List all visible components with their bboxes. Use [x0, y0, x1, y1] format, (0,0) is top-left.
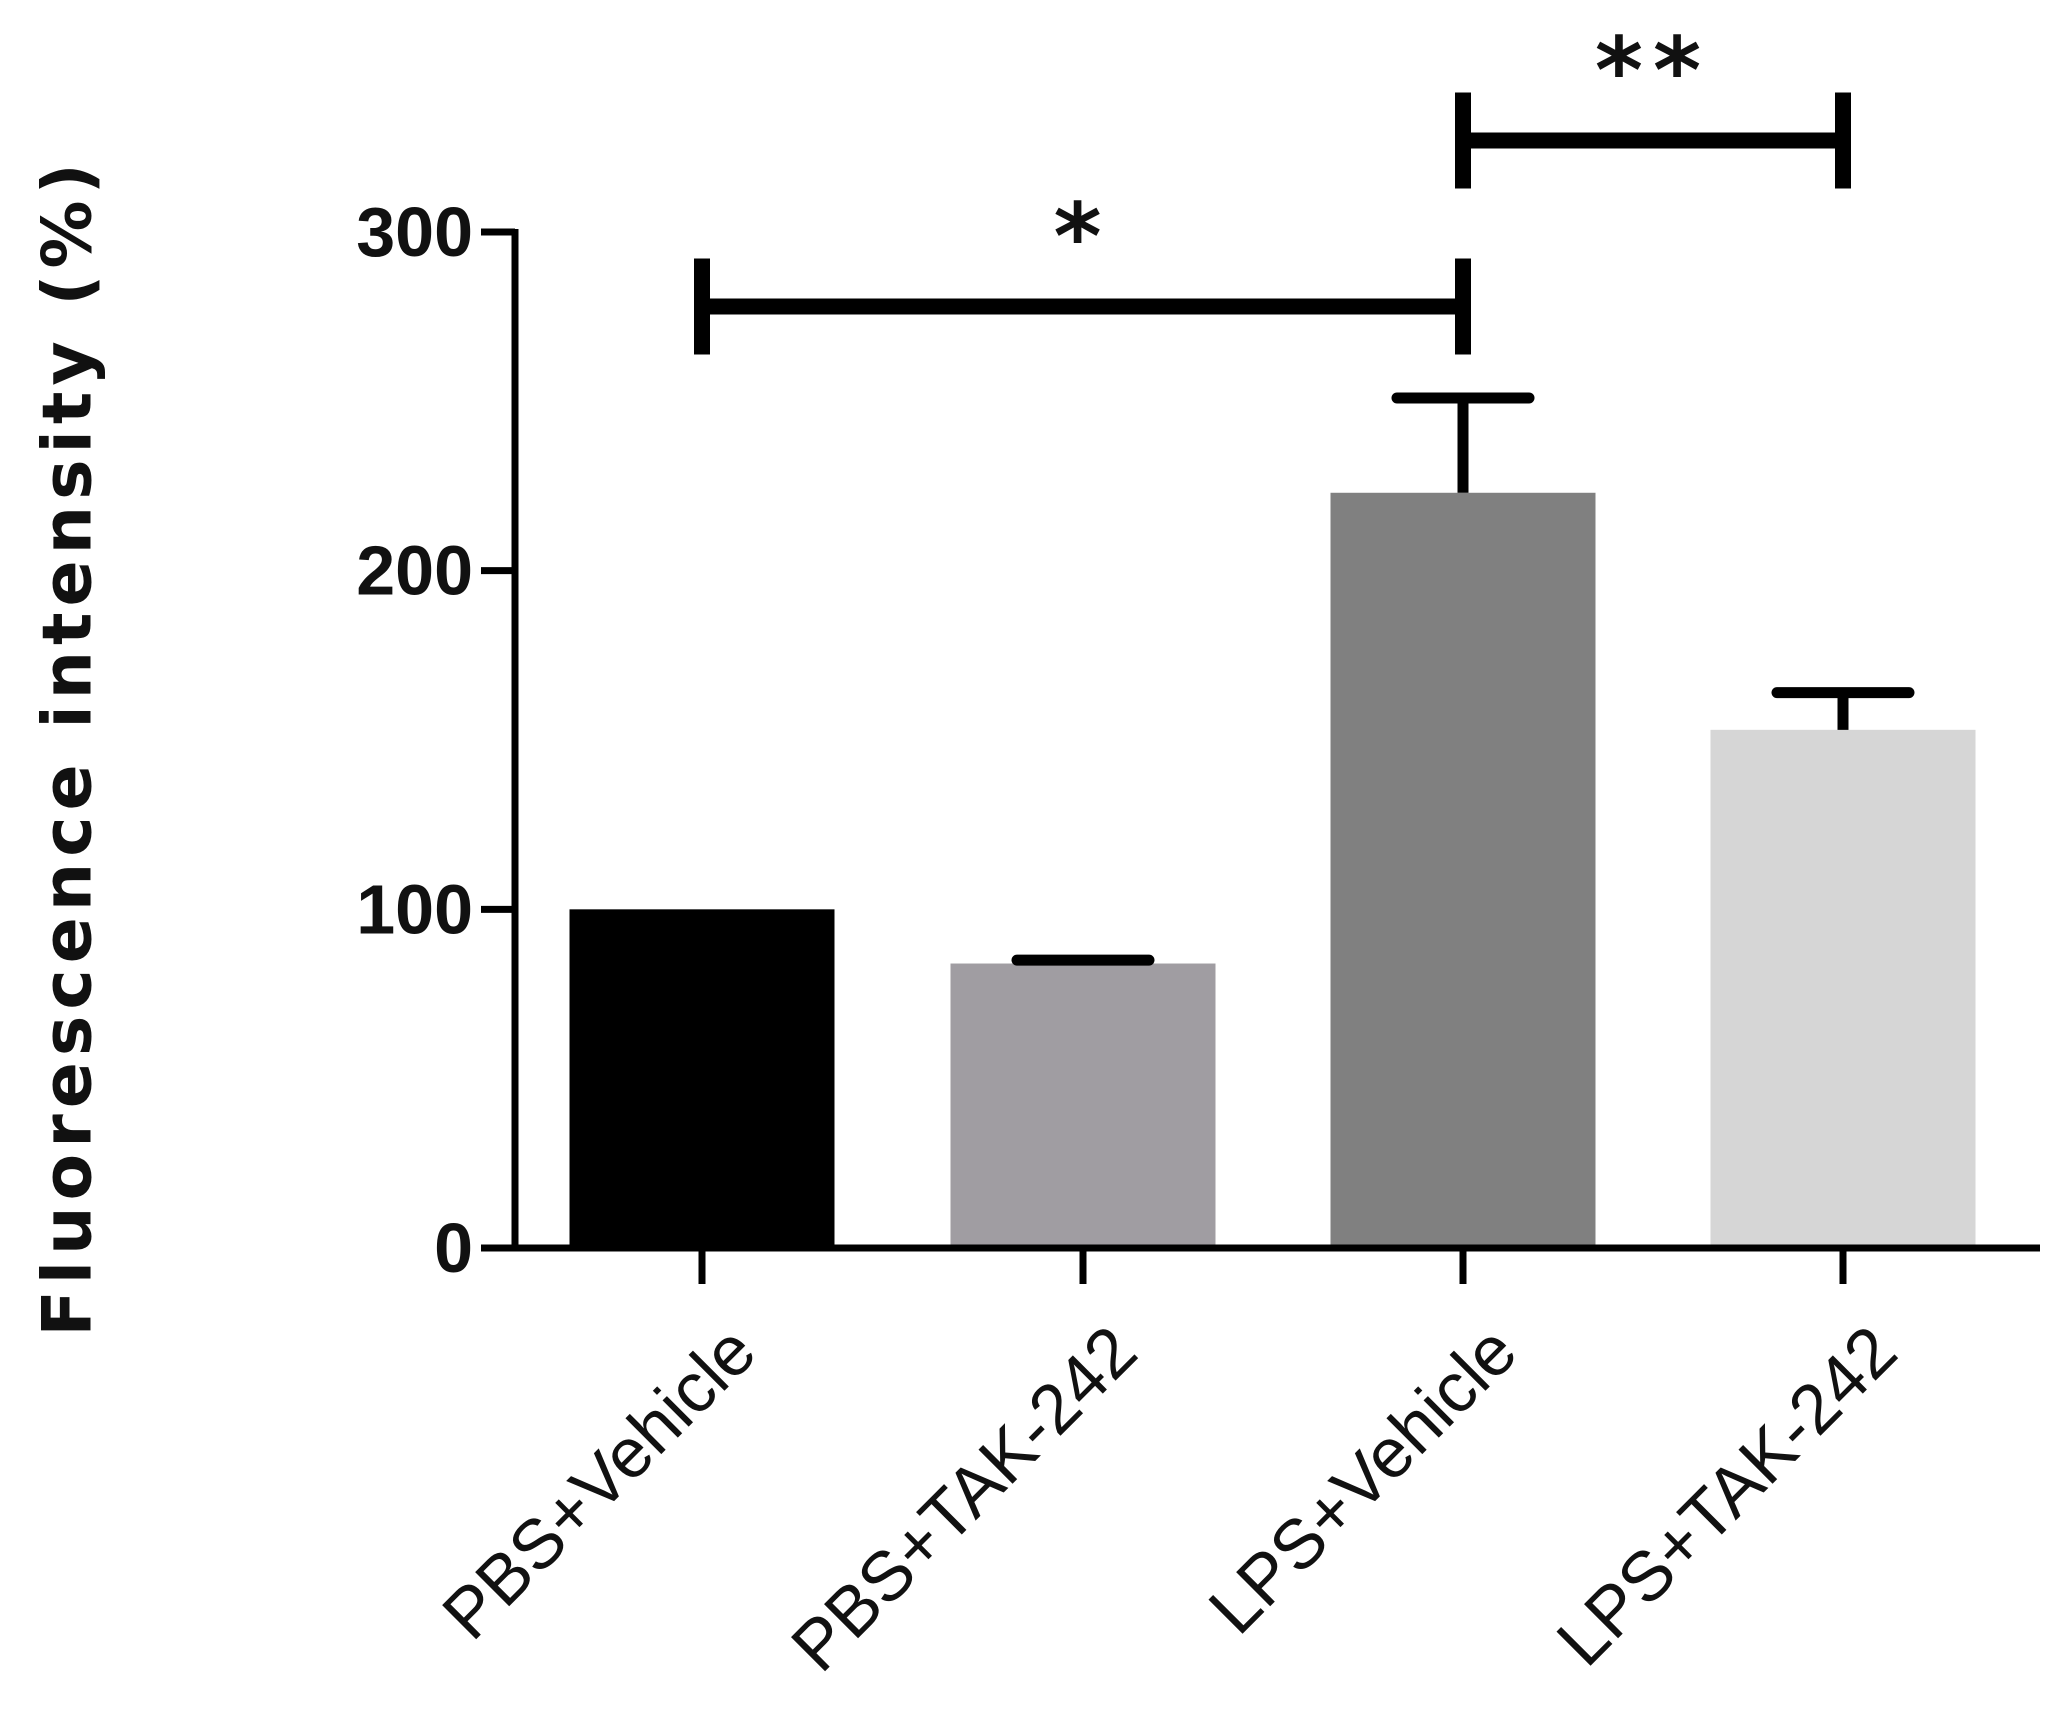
x-category-label-1: PBS+Vehicle: [428, 1311, 771, 1654]
y-tick-label-300: 300: [356, 193, 473, 271]
y-axis-label: Fluorescence intensity (%): [29, 157, 108, 1336]
y-tick-label-0: 0: [434, 1209, 473, 1287]
bar-2: [950, 963, 1216, 1248]
x-category-label-4: LPS+TAK-242: [1542, 1311, 1911, 1680]
bar-1: [569, 909, 835, 1248]
significance-label-2: **: [1595, 18, 1711, 125]
x-category-label-2: PBS+TAK-242: [776, 1311, 1151, 1686]
plot-area: 0 100 200 300 PBS+Vehicle PBS+TAK-242 LPS+Vehi…: [356, 18, 2040, 1686]
bar-4: [1710, 729, 1976, 1248]
y-tick-label-200: 200: [356, 532, 473, 610]
significance-label-1: *: [1053, 184, 1111, 291]
y-tick-label-100: 100: [356, 870, 473, 948]
x-category-label-3: LPS+Vehicle: [1194, 1311, 1531, 1648]
bar-3: [1330, 492, 1596, 1249]
